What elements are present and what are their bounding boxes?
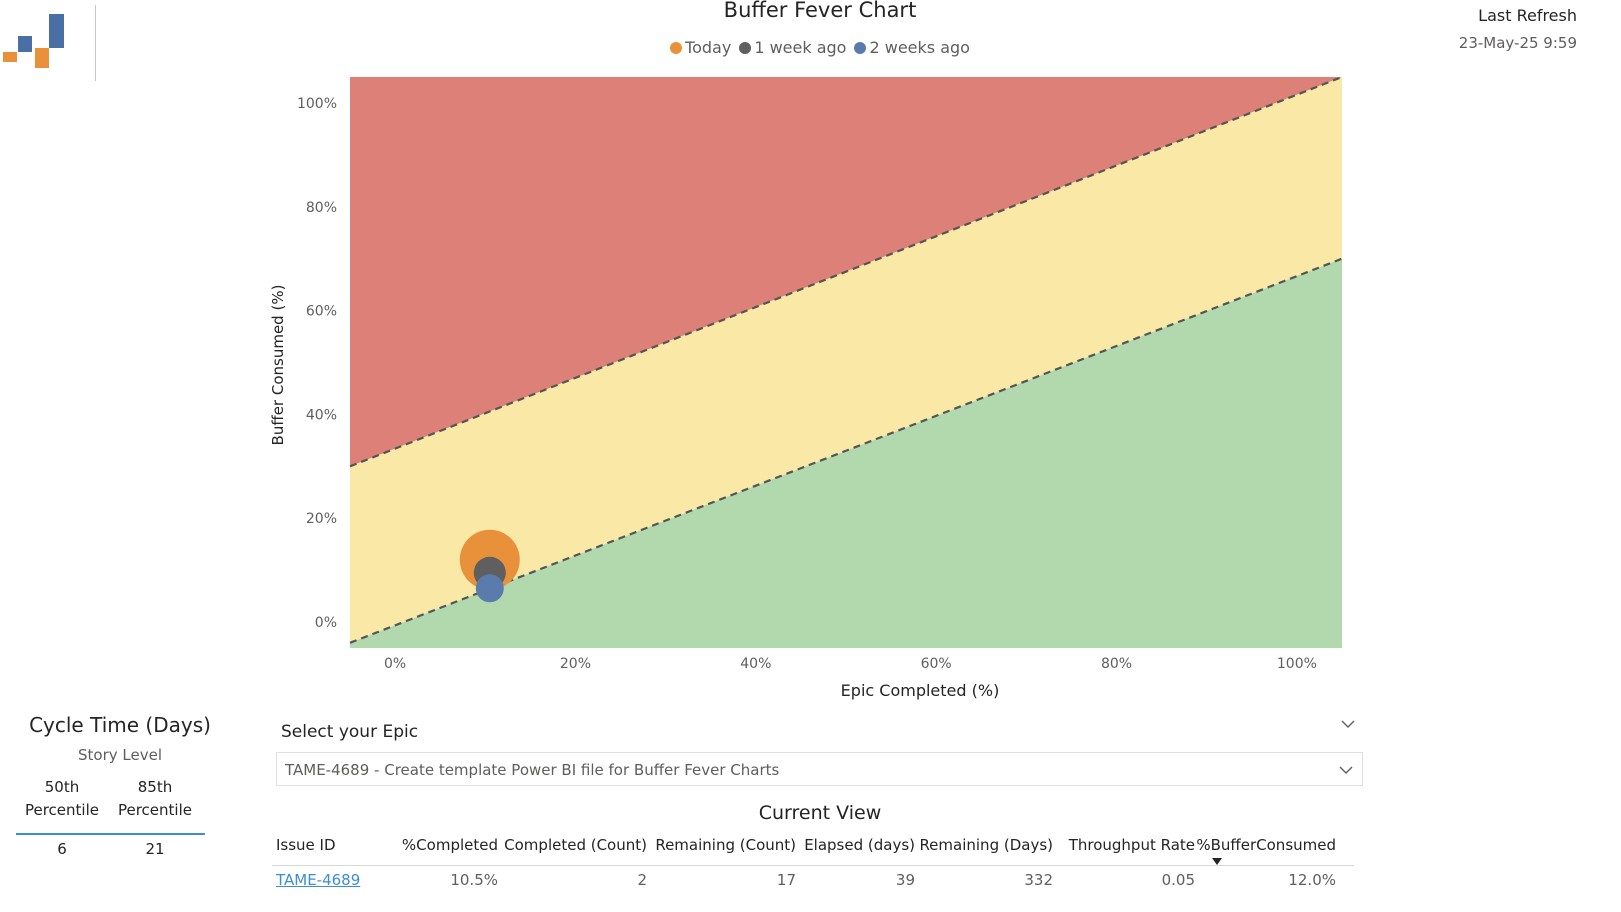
y-tick-label: 100%	[297, 96, 337, 112]
cycle-time-col-header: 50th Percentile	[17, 776, 107, 822]
cycle-time-title: Cycle Time (Days)	[29, 713, 211, 737]
legend-item-today[interactable]: Today	[670, 38, 731, 57]
last-refresh-label: Last Refresh	[1478, 6, 1577, 25]
legend-dot-icon	[739, 41, 752, 54]
logo-divider	[95, 5, 96, 81]
yellow-zone	[350, 77, 1342, 643]
upper-threshold-line	[349, 75, 1343, 468]
col-header-line: 50th	[44, 778, 80, 796]
cycle-time-85th-value: 21	[145, 840, 165, 858]
logo-block	[3, 52, 17, 62]
col-header-line: Percentile	[117, 801, 192, 819]
data-point-2-weeks-ago	[475, 574, 504, 603]
col-header-line: 85th	[137, 778, 173, 796]
epic-select-dropdown[interactable]	[276, 752, 1363, 786]
legend-label: 1 week ago	[754, 38, 847, 57]
x-tick-label: 60%	[921, 656, 952, 672]
column-header-issue-id[interactable]: Issue ID	[276, 836, 336, 854]
col-header-line: Percentile	[24, 801, 99, 819]
slicer-title: Select your Epic	[281, 722, 419, 742]
cycle-time-50th-value: 6	[57, 840, 67, 858]
cycle-time-subtitle: Story Level	[78, 746, 162, 764]
x-tick-label: 100%	[1277, 656, 1317, 672]
x-tick-label: 40%	[740, 656, 771, 672]
table-cell-remaining-count: 17	[776, 871, 796, 889]
column-header-completed-pct[interactable]: %Completed	[401, 836, 498, 854]
column-header-throughput-rate[interactable]: Throughput Rate	[1068, 836, 1195, 854]
table-cell-buffer-consumed: 12.0%	[1288, 871, 1336, 889]
legend-dot-icon	[670, 41, 683, 54]
column-header-buffer-consumed[interactable]: %BufferConsumed	[1196, 836, 1336, 854]
sort-descending-icon[interactable]	[1212, 858, 1222, 865]
x-tick-label: 80%	[1101, 656, 1132, 672]
green-zone	[350, 258, 1342, 648]
issue-id-link[interactable]: TAME-4689	[276, 871, 361, 889]
logo	[3, 14, 64, 68]
column-header-elapsed-days[interactable]: Elapsed (days)	[804, 836, 915, 854]
logo-block	[35, 48, 49, 68]
lower-threshold-line	[349, 257, 1343, 644]
chart-title: Buffer Fever Chart	[723, 0, 917, 22]
y-tick-label: 0%	[315, 615, 337, 631]
table-cell-remaining-days: 332	[1024, 871, 1053, 889]
legend-item-1-week-ago[interactable]: 1 week ago	[739, 38, 846, 57]
chevron-down-icon[interactable]	[1340, 716, 1356, 732]
y-tick-label: 60%	[306, 304, 337, 320]
y-tick-label: 80%	[306, 200, 337, 216]
table-cell-completed-pct: 10.5%	[450, 871, 498, 889]
x-tick-label: 0%	[384, 656, 406, 672]
legend-dot-icon	[854, 41, 867, 54]
cycle-time-divider	[16, 833, 205, 835]
y-tick-label: 40%	[306, 407, 337, 423]
table-cell-elapsed-days: 39	[895, 871, 915, 889]
epic-select-value[interactable]: TAME-4689 - Create template Power BI fil…	[285, 761, 780, 779]
column-header-remaining-count[interactable]: Remaining (Count)	[655, 836, 796, 854]
x-tick-label: 20%	[560, 656, 591, 672]
last-refresh-value: 23-May-25 9:59	[1458, 34, 1577, 52]
table-cell-completed-count: 2	[637, 871, 647, 889]
legend-item-2-weeks-ago[interactable]: 2 weeks ago	[854, 38, 970, 57]
column-header-remaining-days[interactable]: Remaining (Days)	[919, 836, 1053, 854]
x-axis-label: Epic Completed (%)	[840, 681, 1000, 700]
table-title: Current View	[758, 802, 882, 824]
legend-label: Today	[685, 38, 732, 57]
logo-block	[18, 36, 32, 52]
table-header-divider	[272, 865, 1354, 866]
chart-legend: Today 1 week ago 2 weeks ago	[540, 38, 1100, 57]
column-header-completed-count[interactable]: Completed (Count)	[504, 836, 647, 854]
buffer-fever-chart: 0% 20% 40% 60% 80% 100% 0% 20% 40% 60% 80% 100%	[297, 75, 1343, 672]
cycle-time-col-header: 85th Percentile	[110, 776, 200, 822]
y-tick-label: 20%	[306, 511, 337, 527]
y-axis-label: Buffer Consumed (%)	[269, 284, 287, 446]
chevron-down-icon[interactable]	[1338, 762, 1354, 778]
logo-block	[49, 14, 64, 48]
legend-label: 2 weeks ago	[869, 38, 970, 57]
table-cell-throughput-rate: 0.05	[1161, 871, 1195, 889]
